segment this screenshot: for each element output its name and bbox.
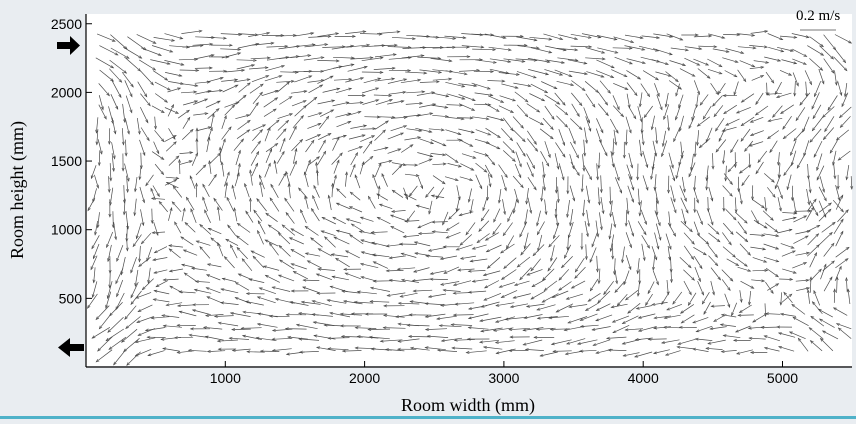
velocity-vector [779, 279, 792, 280]
velocity-vector [610, 187, 611, 204]
velocity-vector [180, 70, 199, 71]
velocity-vector [738, 315, 754, 316]
velocity-vector [457, 118, 473, 119]
x-tick-label: 1000 [210, 370, 241, 386]
velocity-vector [409, 336, 429, 337]
velocity-vector [303, 280, 319, 281]
velocity-vector [432, 222, 448, 223]
velocity-vector [368, 329, 390, 330]
x-tick-label: 2000 [349, 370, 380, 386]
y-tick-label: 1500 [51, 153, 82, 169]
x-tick-label: 5000 [767, 370, 798, 386]
plot-area [86, 14, 852, 366]
x-axis-label: Room width (mm) [401, 395, 535, 416]
y-tick-label: 1000 [51, 222, 82, 238]
velocity-vector [708, 197, 709, 211]
y-tick-label: 500 [59, 290, 83, 306]
velocity-vector [232, 329, 251, 330]
velocity-vector [386, 270, 403, 271]
velocity-vector [286, 329, 307, 330]
velocity-vector [648, 339, 666, 340]
y-axis-label: Room height (mm) [7, 121, 28, 259]
x-tick-label: 4000 [628, 370, 659, 386]
velocity-vector [723, 34, 740, 35]
x-tick-label: 3000 [488, 370, 519, 386]
reference-vector-label: 0.2 m/s [796, 8, 840, 24]
velocity-vector [664, 327, 681, 328]
velocity-vector [195, 68, 212, 69]
velocity-vector [430, 279, 448, 280]
velocity-vector [152, 209, 153, 224]
velocity-vector [179, 160, 180, 174]
y-tick-label: 2000 [51, 84, 82, 100]
velocity-vector [179, 59, 198, 60]
velocity-vector [454, 315, 474, 316]
velocity-vector [753, 270, 768, 271]
velocity-vector [767, 83, 768, 95]
y-tick-label: 2500 [51, 16, 82, 32]
